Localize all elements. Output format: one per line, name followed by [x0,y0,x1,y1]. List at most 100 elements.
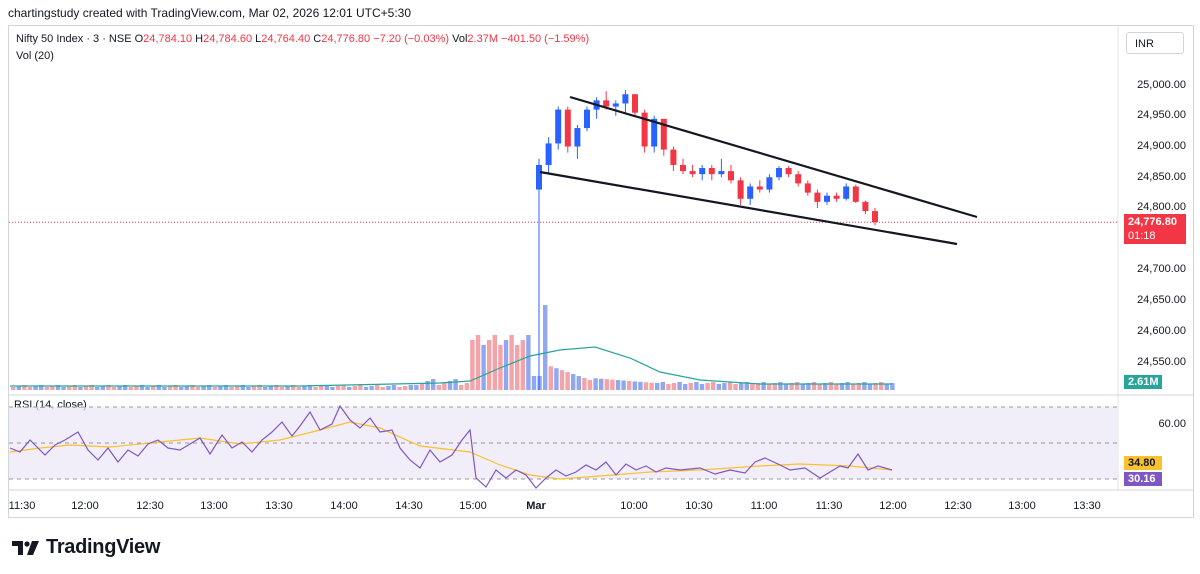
volume-bar [207,385,212,390]
price-tick: 24,550.00 [1137,356,1186,368]
volume-bar [330,387,335,390]
candle-body [660,118,667,150]
volume-bar [851,384,856,390]
open-value: 24,784.10 [143,33,193,45]
vol-label: Vol [452,33,468,45]
volume-bar [78,387,83,390]
volume-bar [442,383,447,390]
volume-bar [134,386,139,390]
volume-bar [806,383,811,390]
volume-bar [33,386,38,390]
volume-bar [397,387,402,390]
price-tick: 24,800.00 [1137,201,1186,213]
volume-bar [587,379,593,390]
time-tick: 13:30 [265,500,293,512]
legend-ohlc: Nifty 50 Index · 3 · NSE O24,784.10 H24,… [16,33,589,45]
volume-bar [106,385,111,390]
volume-bar [95,387,100,390]
volume-bar [369,386,374,390]
volume-bar [425,381,430,390]
volume-bar [655,383,660,390]
volume-bar [341,385,346,390]
volume-bar [515,345,520,390]
high-value: 24,784.60 [203,33,253,45]
volume-bar [688,383,693,390]
volume-bar [828,382,833,390]
volume-bar [212,387,217,390]
volume-bar [643,382,649,390]
volume-bar [464,383,469,390]
volume-bar [565,372,570,390]
volume-indicator-label[interactable]: Vol (20) [16,50,54,62]
volume-bar [576,376,581,390]
volume-bar [526,335,531,390]
volume-bar [274,385,279,390]
volume-bar [761,382,766,390]
volume-ma-line [10,346,892,387]
volume-bar [83,386,89,390]
volume-bar [543,305,548,390]
currency-button[interactable]: INR [1126,32,1184,54]
price-tick: 24,700.00 [1137,263,1186,275]
tradingview-logo-icon [12,540,39,555]
volume-bar [352,386,357,390]
volume-bar [571,374,576,390]
tradingview-logo[interactable]: TradingView [12,536,160,559]
volume-bar [509,335,514,390]
volume-bar [145,387,150,390]
candle-body [756,186,763,190]
volume-bar [22,385,27,390]
volume-bar [139,385,145,390]
candle-body [708,168,715,175]
time-tick: 13:00 [1008,500,1036,512]
open-label: O [134,33,144,45]
volume-bar [319,386,324,390]
volume-bar [347,387,352,390]
volume-bar [470,340,475,390]
volume-bar [375,385,380,390]
time-tick: 14:30 [395,500,423,512]
volume-bar [61,387,66,390]
volume-bar [862,382,867,390]
candle-body [612,103,619,107]
low-value: 24,764.40 [261,33,311,45]
volume-bar [845,382,850,390]
volume-bar [363,387,369,390]
volume-bar [772,383,777,390]
volume-bar [123,385,128,390]
volume-bar [251,386,257,390]
volume-bar [481,345,486,390]
volume-bar [699,384,705,390]
volume-bar [229,387,234,390]
volume-bar [223,385,229,390]
close-value: 24,776.80 [321,33,371,45]
volume-bar [50,386,55,390]
high-label: H [195,33,204,45]
volume-bar [621,380,626,390]
volume-bar [660,382,665,390]
volume-bar [783,384,789,390]
volume-bar [257,385,262,390]
volume-bar [604,379,609,390]
time-tick: 10:00 [620,500,648,512]
volume-bar [755,383,761,390]
volume-bar [817,384,822,390]
volume-bar [727,382,733,390]
volume-bar [705,383,710,390]
candle-body [737,180,744,199]
volume-bar [733,384,738,390]
candle-body [718,171,725,175]
change-value: −7.20 (−0.03%) [373,33,450,45]
candle-body [641,112,648,147]
symbol-name[interactable]: Nifty 50 Index · 3 · NSE [16,33,132,45]
last-price-tag: 24,776.80 01:18 [1124,214,1186,244]
volume-bar [823,383,828,390]
volume-bar [100,386,105,390]
rsi-line [9,404,893,489]
volume-bar [520,340,525,390]
time-tick: 13:00 [200,500,228,512]
rsi-ma-line [9,421,893,480]
time-tick: 11:30 [8,500,36,512]
volume-bar [184,386,189,390]
